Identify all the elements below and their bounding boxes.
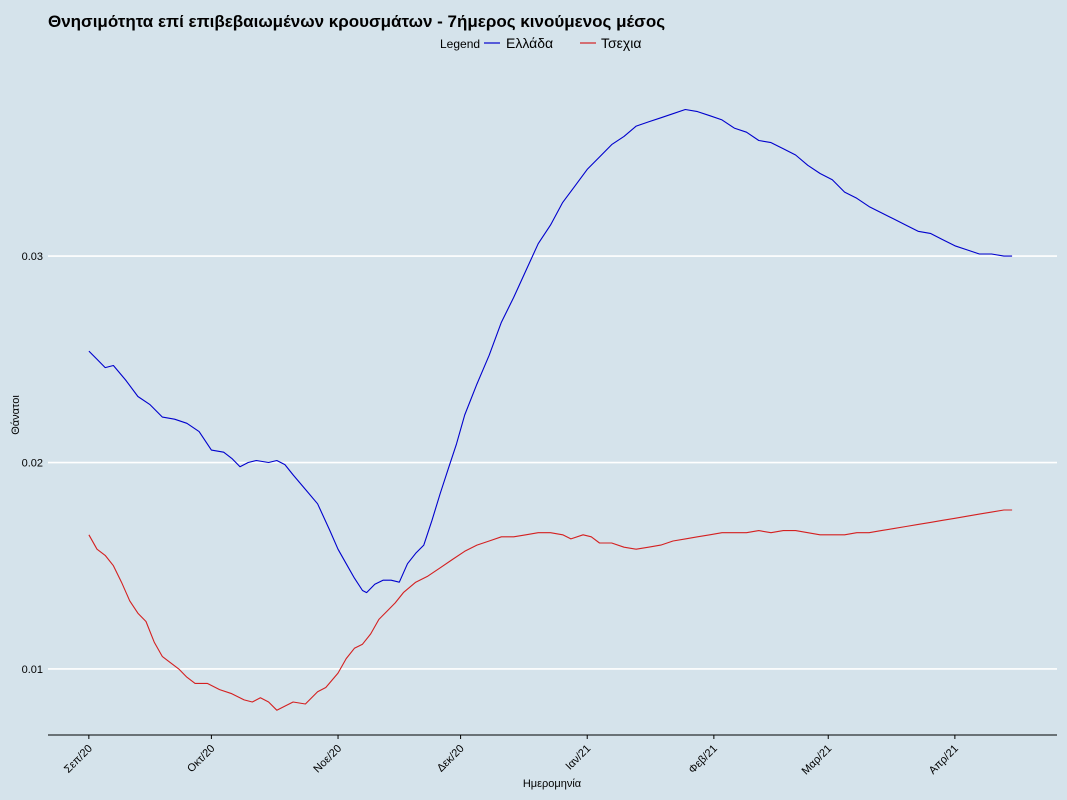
legend-label-greece: Ελλάδα [506, 35, 553, 51]
gridlines [48, 255, 1057, 670]
legend-label-czechia: Τσεχια [601, 35, 641, 51]
x-axis-title: Ημερομηνία [523, 778, 582, 790]
y-tick-label: 0.02 [22, 458, 43, 470]
series-line-greece [88, 108, 1013, 594]
series-layer [88, 108, 1013, 711]
series-line-czechia [88, 509, 1013, 711]
chart-title: Θνησιμότητα επί επιβεβαιωμένων κρουσμάτω… [48, 12, 665, 31]
legend: Legend Ελλάδα Τσεχια [440, 35, 641, 51]
y-tick-label: 0.01 [22, 664, 43, 676]
y-axis-title: Θάνατοι [10, 395, 22, 435]
legend-title: Legend [440, 37, 480, 51]
y-axis-ticks: 0.01 0.02 0.03 [22, 251, 43, 676]
y-tick-label: 0.03 [22, 251, 43, 263]
